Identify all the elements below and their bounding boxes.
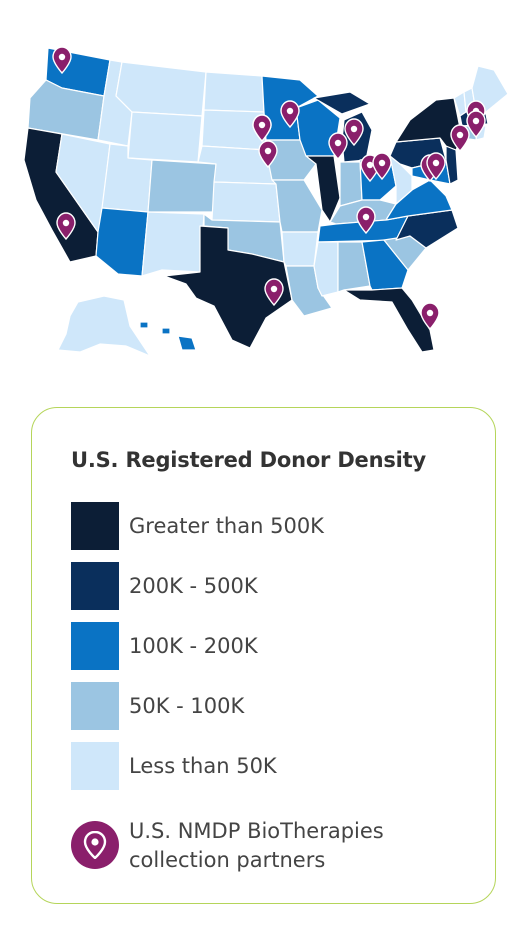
state-alabama xyxy=(337,241,371,293)
state-arkansas xyxy=(281,231,319,267)
state-arizona xyxy=(95,207,149,277)
state-colorado xyxy=(147,159,217,213)
collection-partner-pin xyxy=(252,114,272,143)
legend-swatch xyxy=(71,682,119,730)
collection-partner-pin xyxy=(52,46,72,75)
legend-label: Greater than 500K xyxy=(129,514,324,538)
collection-partner-pin xyxy=(356,206,376,235)
state-texas xyxy=(163,225,293,349)
legend-item-50k-100k: 50K - 100K xyxy=(71,682,471,730)
states-layer xyxy=(23,47,509,357)
map-pin-glyph xyxy=(83,831,107,859)
state-new-mexico xyxy=(141,211,205,277)
state-mississippi xyxy=(313,241,339,297)
state-wyoming xyxy=(127,111,203,163)
state-florida xyxy=(343,287,435,353)
legend-swatch xyxy=(71,622,119,670)
collection-partner-pin xyxy=(264,278,284,307)
collection-partner-pin xyxy=(372,152,392,181)
legend-item-greater-500k: Greater than 500K xyxy=(71,502,471,550)
state-north-dakota xyxy=(203,71,265,113)
legend-label: Less than 50K xyxy=(129,754,277,778)
us-map-svg xyxy=(23,46,509,357)
partner-label-line2: collection partners xyxy=(129,848,326,872)
collection-partner-pin xyxy=(280,100,300,129)
legend-item-200k-500k: 200K - 500K xyxy=(71,562,471,610)
legend-label: 100K - 200K xyxy=(129,634,258,658)
legend-swatch xyxy=(71,742,119,790)
collection-partner-pin xyxy=(328,132,348,161)
state-indiana xyxy=(339,161,363,207)
collection-partner-pin xyxy=(258,140,278,169)
legend-swatch xyxy=(71,502,119,550)
collection-partner-pin xyxy=(466,110,486,139)
partner-pins-layer xyxy=(52,46,486,331)
collection-partner-pin xyxy=(426,152,446,181)
state-montana xyxy=(115,61,207,117)
partner-legend-label: U.S. NMDP BioTherapies collection partne… xyxy=(129,817,384,875)
us-donor-density-map xyxy=(0,0,527,380)
collection-partner-pin xyxy=(344,118,364,147)
legend-card: U.S. Registered Donor Density Greater th… xyxy=(31,407,496,904)
legend-label: 200K - 500K xyxy=(129,574,258,598)
map-pin-icon xyxy=(71,821,119,869)
collection-partner-pin xyxy=(420,302,440,331)
collection-partner-pin xyxy=(56,212,76,241)
legend-title: U.S. Registered Donor Density xyxy=(71,448,426,472)
legend-item-less-50k: Less than 50K xyxy=(71,742,471,790)
collection-partner-pin xyxy=(450,124,470,153)
legend-swatch xyxy=(71,562,119,610)
state-hawaii xyxy=(139,321,197,351)
legend-item-collection-partners: U.S. NMDP BioTherapies collection partne… xyxy=(71,814,471,876)
state-alaska xyxy=(57,295,151,357)
legend-item-100k-200k: 100K - 200K xyxy=(71,622,471,670)
partner-label-line1: U.S. NMDP BioTherapies xyxy=(129,819,384,843)
state-kansas xyxy=(211,181,281,223)
legend-label: 50K - 100K xyxy=(129,694,245,718)
